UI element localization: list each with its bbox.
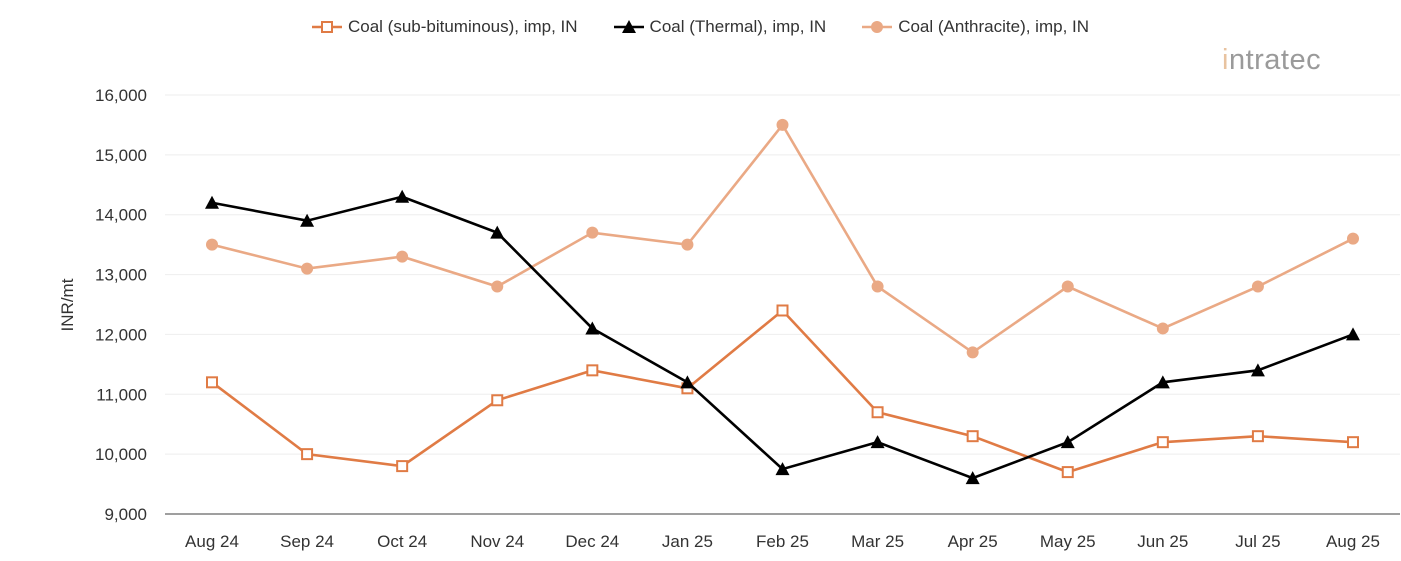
y-tick-label: 13,000 <box>95 266 147 285</box>
y-tick-label: 15,000 <box>95 146 147 165</box>
data-point <box>871 406 884 419</box>
series-0 <box>206 304 1359 479</box>
x-tick-label: Mar 25 <box>851 532 904 551</box>
legend-marker-icon <box>862 21 893 33</box>
data-point <box>395 189 410 203</box>
data-point <box>301 262 314 275</box>
x-tick-label: Feb 25 <box>756 532 809 551</box>
data-point <box>871 280 884 293</box>
data-point <box>1251 280 1264 293</box>
data-point <box>396 460 409 473</box>
data-point <box>680 375 695 389</box>
legend-label: Coal (Anthracite), imp, IN <box>898 17 1090 36</box>
x-tick-label: Sep 24 <box>280 532 334 551</box>
data-point <box>586 226 599 239</box>
data-point <box>1346 327 1360 341</box>
data-point <box>490 225 505 239</box>
data-point <box>586 364 599 377</box>
legend-marker <box>621 20 636 33</box>
data-point <box>301 448 314 461</box>
x-tick-label: Jan 25 <box>662 532 713 551</box>
data-point <box>206 376 218 389</box>
data-point <box>775 462 790 476</box>
legend: Coal (sub-bituminous), imp, IN Coal (Ther… <box>0 17 1401 37</box>
x-tick-label: Apr 25 <box>948 532 998 551</box>
series-line <box>211 195 1354 480</box>
series-line <box>211 122 1354 354</box>
data-point <box>1347 436 1359 449</box>
x-tick-label: Oct 24 <box>377 532 427 551</box>
y-tick-label: 14,000 <box>95 206 147 225</box>
data-point <box>1251 430 1264 443</box>
data-point <box>206 238 218 251</box>
legend-item[interactable]: Coal (sub-bituminous), imp, IN <box>311 17 578 37</box>
legend-marker <box>871 21 884 33</box>
legend-marker <box>320 21 333 33</box>
data-point <box>966 346 979 359</box>
data-point <box>1156 322 1169 335</box>
data-point <box>1061 280 1074 293</box>
data-point <box>1155 375 1170 389</box>
data-point <box>966 430 979 443</box>
legend-label: Coal (Thermal), imp, IN <box>649 17 827 36</box>
series-2 <box>206 118 1359 359</box>
x-tick-label: Nov 24 <box>470 532 524 551</box>
x-tick-label: Aug 24 <box>185 532 239 551</box>
x-tick-label: Aug 25 <box>1326 532 1380 551</box>
data-point <box>300 213 315 227</box>
data-point <box>965 471 980 485</box>
data-point <box>681 238 694 251</box>
intratec-logo: intratec <box>1222 44 1322 76</box>
data-point <box>1156 436 1169 449</box>
data-point <box>776 304 789 317</box>
data-point <box>491 394 504 407</box>
legend-marker-icon <box>613 20 644 33</box>
y-tick-label: 16,000 <box>95 86 147 105</box>
y-tick-label: 10,000 <box>95 445 147 464</box>
y-tick-label: 11,000 <box>96 385 147 404</box>
x-tick-label: May 25 <box>1040 532 1096 551</box>
data-point <box>870 435 885 449</box>
series-1 <box>205 189 1360 485</box>
x-tick-label: Jul 25 <box>1235 532 1280 551</box>
data-point <box>1250 363 1265 377</box>
data-point <box>205 195 219 209</box>
y-axis-label: INR/mt <box>58 278 77 331</box>
x-tick-label: Dec 24 <box>565 532 619 551</box>
x-tick-label: Jun 25 <box>1137 532 1188 551</box>
data-point <box>1060 435 1075 449</box>
data-point <box>491 280 504 293</box>
legend-marker-icon <box>311 21 342 33</box>
y-tick-label: 9,000 <box>104 505 147 524</box>
data-point <box>585 321 600 335</box>
legend-label: Coal (sub-bituminous), imp, IN <box>347 17 578 36</box>
data-point <box>1347 232 1359 245</box>
y-tick-label: 12,000 <box>95 325 147 344</box>
data-point <box>396 250 409 263</box>
data-point <box>776 118 789 131</box>
legend-item[interactable]: Coal (Thermal), imp, IN <box>613 17 827 37</box>
legend-item[interactable]: Coal (Anthracite), imp, IN <box>862 17 1089 37</box>
data-point <box>1061 466 1074 479</box>
